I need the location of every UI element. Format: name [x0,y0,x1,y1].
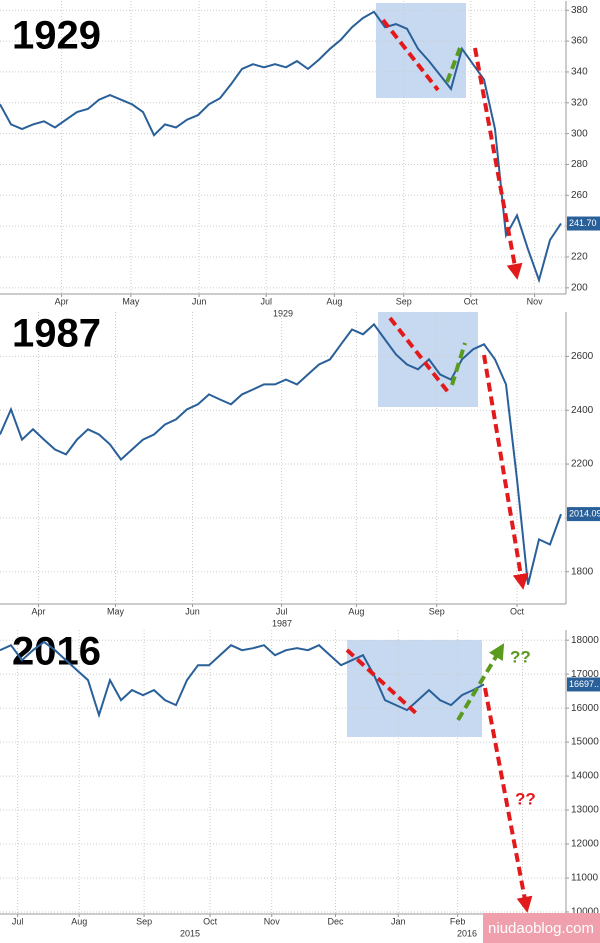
value-tag [567,507,600,522]
x-tick-label: Apr [55,296,69,306]
y-tick-label: 17000 [571,669,599,680]
arrow [483,687,533,913]
y-tick-label: 220 [571,252,588,263]
year-label: 1929 [273,308,293,318]
value-label: 16697.. [569,679,599,689]
y-tick-label: 16000 [571,703,599,714]
arrow [388,316,450,394]
y-tick-label: 320 [571,97,588,108]
x-tick-label: May [107,606,125,616]
value-tag [567,216,600,231]
highlight [376,3,466,98]
y-tick-label: 12000 [571,839,599,850]
x-tick-label: Nov [527,296,544,306]
y-tick-label: 260 [571,190,588,201]
x-tick-label: Aug [71,916,87,926]
y-tick-label: 380 [571,5,588,16]
arrow [450,342,467,386]
y-tick-label: 2400 [571,405,594,416]
y-tick-label: 11000 [571,873,599,884]
y-tick-label: 2600 [571,351,594,362]
x-tick-label: Sep [429,606,445,616]
line [0,10,562,284]
chart-title: 1929 [12,14,101,58]
value-tag [567,677,600,692]
arrow [482,354,529,590]
arrow [345,648,420,717]
annotation: ?? [515,789,536,808]
y-tick-label: 1800 [571,566,594,577]
year-label: 2015 [180,928,200,938]
y-tick-label: 300 [571,128,588,139]
x-tick-label: Oct [510,606,525,616]
value-label: 2014.09 [569,508,600,518]
watermark: niudaoblog.com [488,920,594,937]
x-tick-label: Aug [348,606,364,616]
line [0,640,485,719]
arrow [381,18,440,92]
x-tick-label: Sep [136,916,152,926]
x-tick-label: Nov [264,916,281,926]
year-label: 1987 [272,618,292,628]
x-tick-label: Jul [260,296,272,306]
watermark-bg [483,913,600,943]
y-tick-label: 200 [571,282,588,293]
arrow [473,47,523,280]
highlight [347,640,482,737]
y-tick-label: 13000 [571,805,599,816]
y-tick-label: 14000 [571,771,599,782]
x-tick-label: Jun [185,606,200,616]
x-tick-label: Apr [31,606,45,616]
y-tick-label: 15000 [571,737,599,748]
chart-title: 1987 [12,312,101,356]
y-tick-label: 18000 [571,635,599,646]
value-label: 241.70 [569,218,597,228]
x-tick-label: Jul [12,916,24,926]
y-tick-label: 340 [571,67,588,78]
x-tick-label: Oct [464,296,479,306]
arrow [445,47,462,83]
x-tick-label: Aug [326,296,342,306]
x-tick-label: Dec [327,916,344,926]
x-tick-label: Jun [192,296,207,306]
y-tick-label: 360 [571,36,588,47]
x-tick-label: Oct [203,916,218,926]
y-tick-label: 280 [571,159,588,170]
year-label: 2016 [457,928,477,938]
x-tick-label: Sep [396,296,412,306]
x-tick-label: Jan [391,916,406,926]
annotation: ?? [510,647,531,666]
y-tick-label: 2200 [571,459,594,470]
x-tick-label: May [122,296,140,306]
line [0,322,562,585]
x-tick-label: Feb [450,916,466,926]
y-tick-label: 10000 [571,907,599,918]
x-tick-label: Jul [276,606,288,616]
